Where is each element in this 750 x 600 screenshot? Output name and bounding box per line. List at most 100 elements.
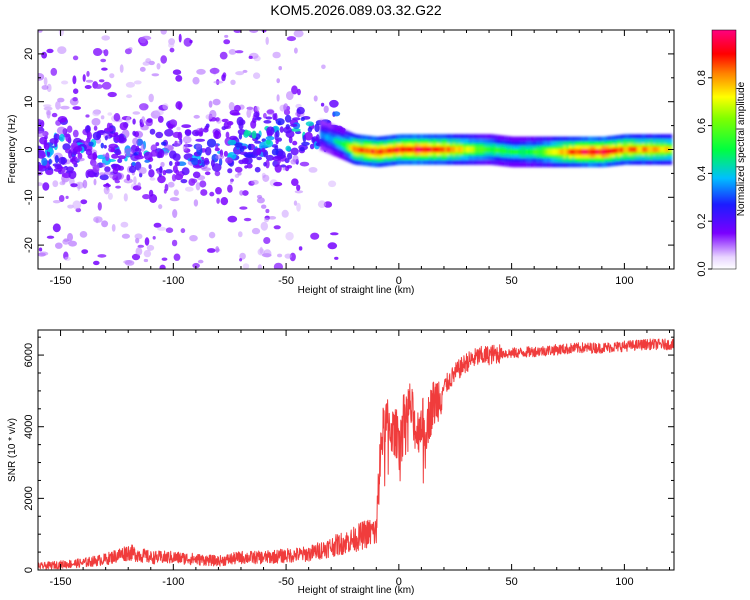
y-tick-label: 10 <box>23 96 35 108</box>
noise-patch <box>38 165 44 171</box>
noise-patch <box>334 256 339 260</box>
noise-patch <box>158 204 163 210</box>
noise-patch <box>142 194 151 200</box>
noise-patch <box>107 112 113 116</box>
band-cell <box>390 147 394 154</box>
noise-patch <box>102 153 106 157</box>
noise-patch <box>273 262 283 269</box>
noise-patch <box>143 258 149 263</box>
noise-patch <box>148 169 155 178</box>
noise-patch <box>273 181 283 187</box>
snr-ylabel: SNR (10 * v/v) <box>7 418 18 482</box>
noise-patch <box>144 159 151 163</box>
band-cell <box>457 146 462 153</box>
noise-patch <box>115 185 121 189</box>
band-cell <box>436 146 440 153</box>
noise-patch <box>141 116 146 125</box>
noise-patch <box>330 232 339 236</box>
noise-patch <box>124 148 134 157</box>
noise-patch <box>282 167 286 171</box>
noise-patch <box>157 175 166 184</box>
noise-patch <box>279 126 284 133</box>
noise-patch <box>131 161 136 166</box>
x-tick-label: 50 <box>505 275 517 287</box>
noise-patch <box>263 162 267 167</box>
noise-patch <box>256 156 263 161</box>
band-cell <box>452 146 456 153</box>
band-cell <box>333 138 337 144</box>
noise-patch <box>112 167 119 175</box>
noise-patch <box>188 178 196 186</box>
noise-patch <box>132 137 139 146</box>
band-cell <box>550 149 554 155</box>
noise-patch <box>60 105 70 110</box>
snr-frame <box>37 329 675 571</box>
noise-patch <box>161 141 167 146</box>
band-cell <box>579 149 583 155</box>
noise-patch <box>99 172 105 176</box>
noise-patch <box>284 253 292 259</box>
band-cell <box>636 146 640 153</box>
x-tick-label: 100 <box>615 576 633 588</box>
band-cell <box>666 146 670 153</box>
noise-patch <box>93 216 103 223</box>
noise-patch <box>161 257 168 261</box>
band-cell <box>625 146 629 153</box>
band-cell <box>574 149 578 155</box>
noise-patch <box>227 184 233 193</box>
noise-patch <box>88 141 94 147</box>
band-cell <box>336 139 340 145</box>
band-cell <box>487 146 491 153</box>
band-cell <box>560 149 564 155</box>
noise-patch <box>57 46 67 54</box>
x-tick-label: -150 <box>50 275 72 287</box>
band-cell <box>541 149 545 155</box>
noise-patch <box>317 200 327 208</box>
x-tick-label: -50 <box>278 576 294 588</box>
noise-patch <box>63 238 69 242</box>
band-cell <box>568 149 573 155</box>
noise-patch <box>283 126 292 134</box>
band-cell <box>401 146 405 153</box>
noise-patch <box>119 64 124 73</box>
band-cell <box>555 149 559 155</box>
noise-patch <box>144 104 149 109</box>
noise-patch <box>175 75 183 82</box>
noise-patch <box>67 125 73 133</box>
band-cell <box>466 146 470 153</box>
noise-patch <box>103 49 109 57</box>
noise-patch <box>117 155 126 160</box>
colorbar-tick-label: 0.4 <box>696 166 708 181</box>
band-cell <box>644 146 648 153</box>
band-cell <box>652 146 656 153</box>
noise-patch <box>169 161 173 166</box>
noise-patch <box>173 189 179 196</box>
x-tick-label: -100 <box>162 275 184 287</box>
noise-patch <box>157 115 164 123</box>
noise-patch <box>218 157 223 166</box>
snr-marks <box>38 338 674 570</box>
noise-patch <box>301 141 310 146</box>
noise-patch <box>123 193 128 202</box>
colorbar-tick-label: 0.6 <box>696 118 708 133</box>
noise-patch <box>219 51 228 60</box>
noise-patch <box>38 73 45 81</box>
noise-patch <box>121 233 130 239</box>
noise-patch <box>97 202 102 211</box>
noise-patch <box>108 143 119 149</box>
noise-patch <box>114 148 121 156</box>
noise-patch <box>155 131 164 139</box>
noise-patch <box>172 165 178 174</box>
noise-patch <box>286 165 293 169</box>
noise-patch <box>94 84 103 89</box>
noise-patch <box>38 182 44 187</box>
band-cell <box>593 149 597 155</box>
noise-patch <box>167 181 175 188</box>
colorbar-label: Normalized spectral amplitude <box>736 81 747 216</box>
noise-patch <box>309 143 315 150</box>
noise-patch <box>257 264 263 269</box>
noise-patch <box>171 174 177 182</box>
noise-patch <box>39 251 49 256</box>
band-cell <box>474 146 478 153</box>
noise-patch <box>181 167 190 176</box>
